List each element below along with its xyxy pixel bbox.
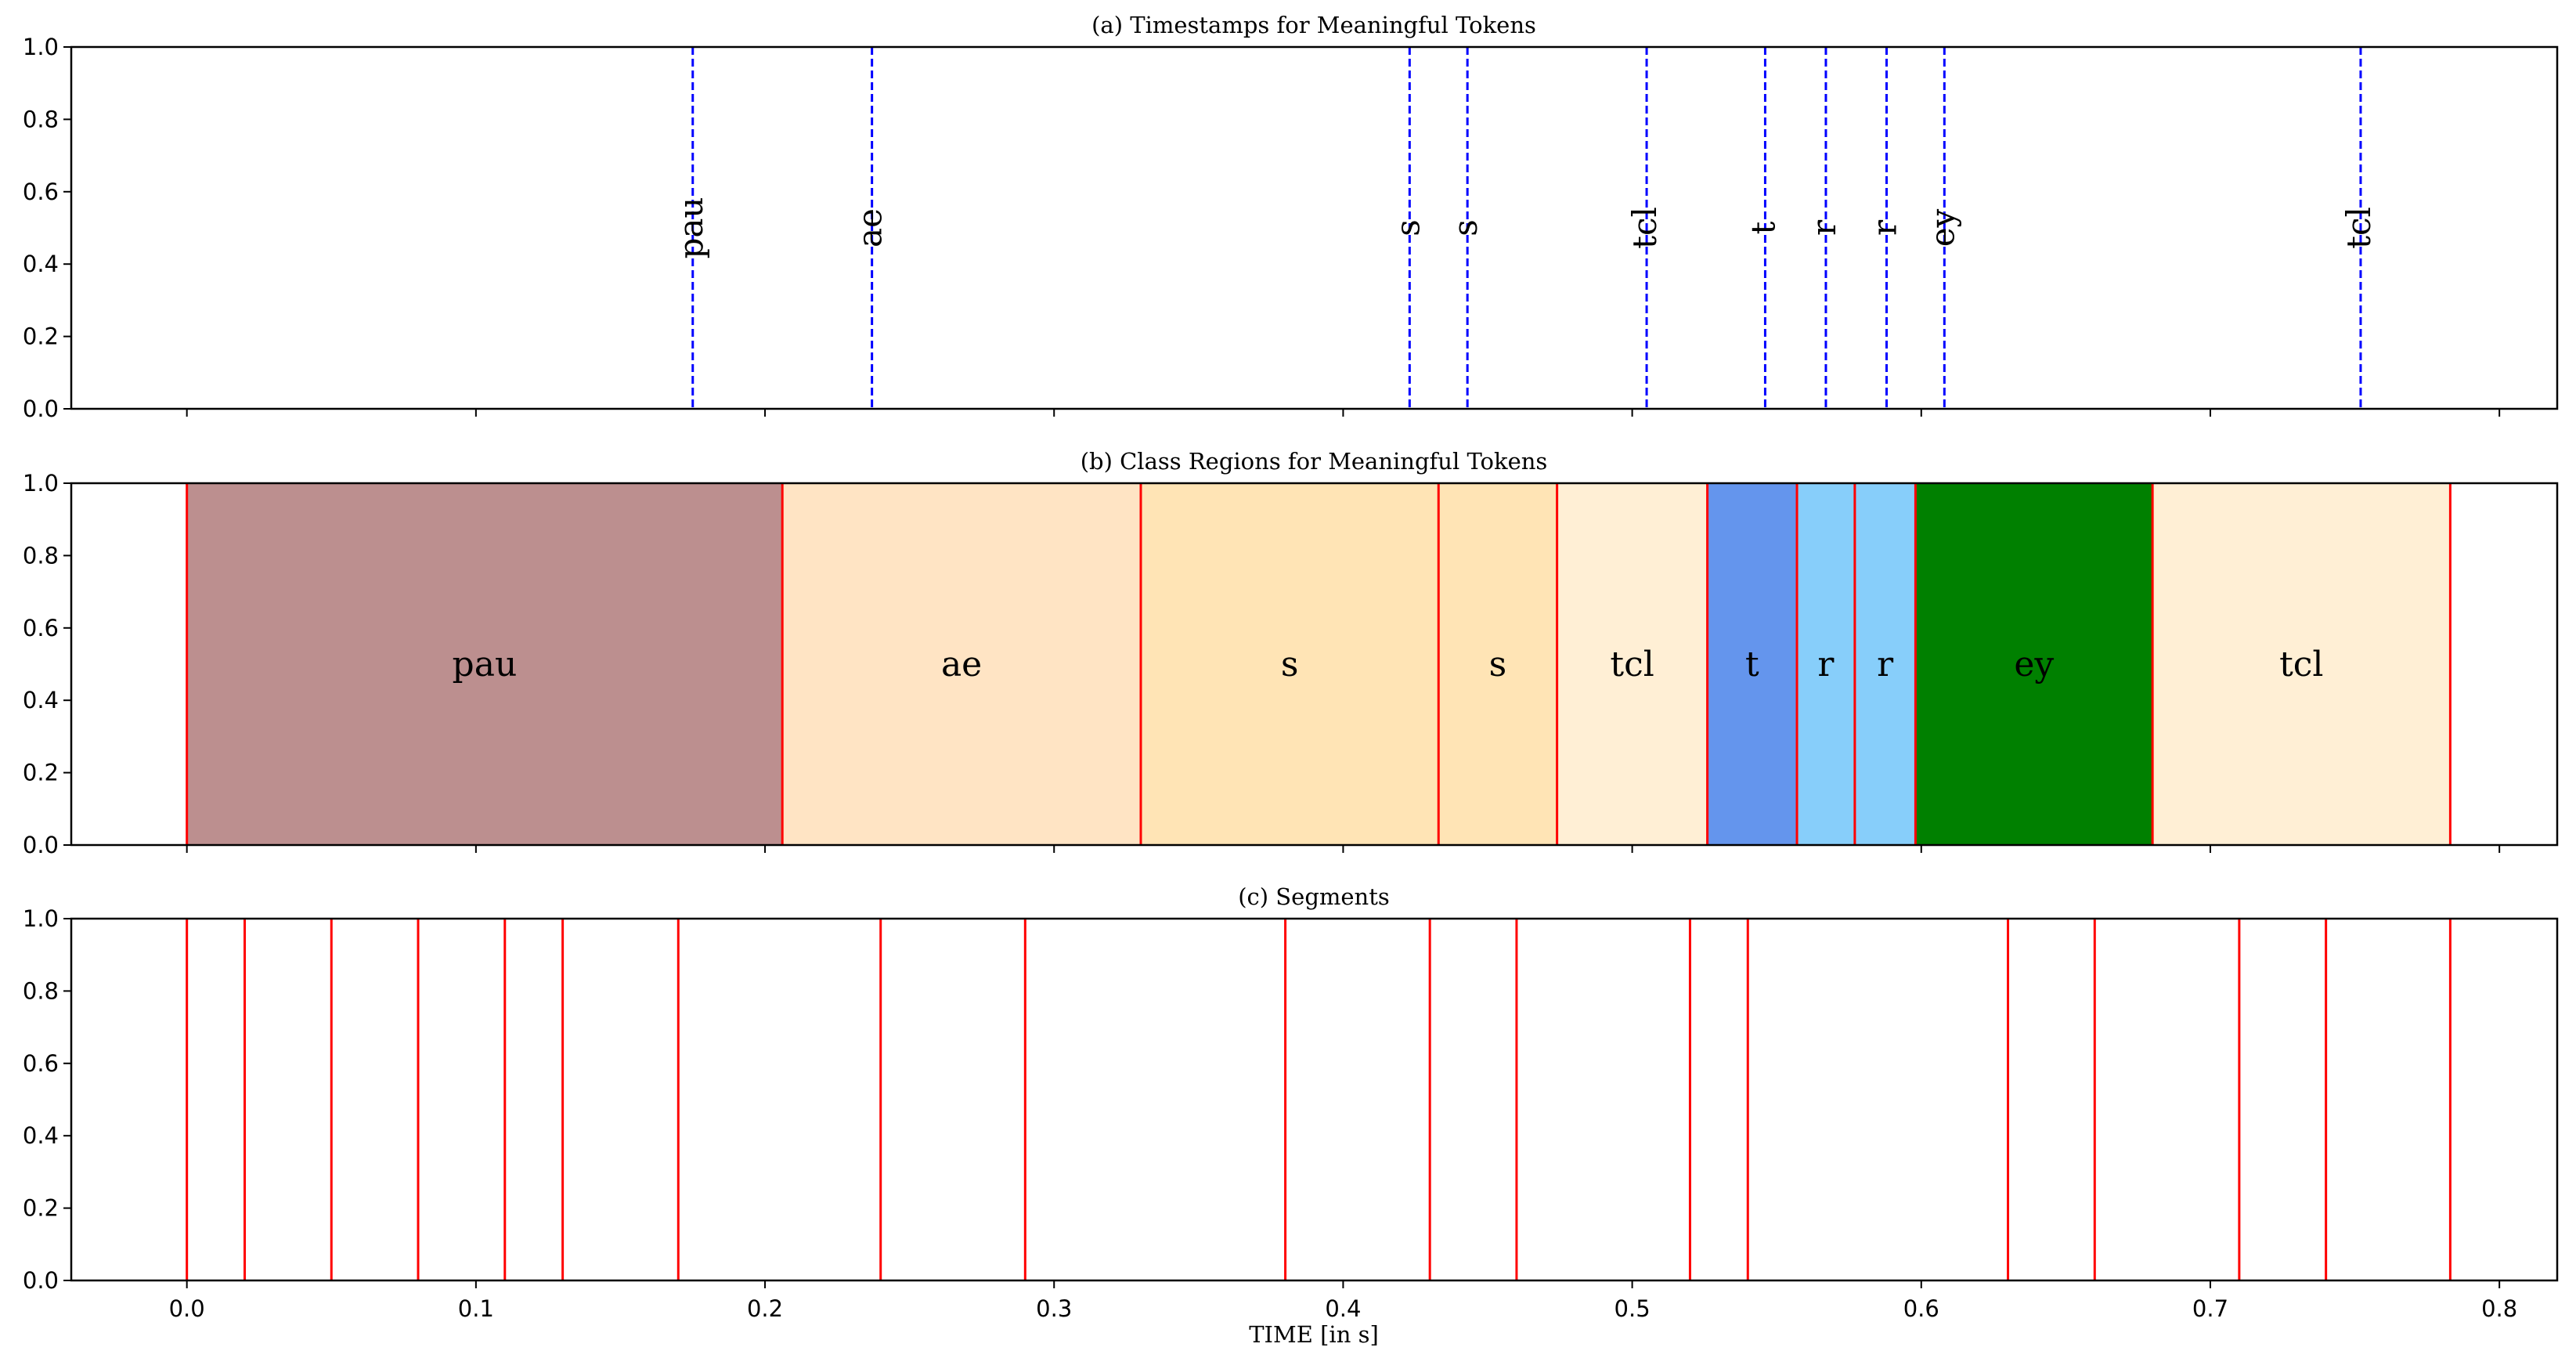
timestamp-label: ey	[1923, 208, 1961, 247]
x-tick-label: 0.7	[2192, 1295, 2228, 1322]
region-label: pau	[453, 645, 518, 684]
x-tick-label: 0.1	[458, 1295, 494, 1322]
region-label: s	[1281, 645, 1299, 684]
timestamp-label: tcl	[1625, 207, 1664, 249]
y-tick-label: 0.2	[23, 323, 59, 350]
y-tick-label: 0.4	[23, 687, 59, 713]
panel-timestamps-x-ticks	[186, 409, 2501, 417]
x-tick-label: 0.8	[2481, 1295, 2517, 1322]
region-label: t	[1745, 645, 1759, 684]
panel-timestamps: pau ae s s tcl t r r ey tcl 0.0 0.2 0.4 0.6 0.8 1.0 (a…	[23, 12, 2559, 422]
class-region	[1557, 483, 1708, 845]
timestamp-label: t	[1744, 221, 1782, 234]
x-tick-label: 0.0	[169, 1295, 205, 1322]
panel-regions: pau ae s s tcl t r r ey tcl 0.0 0.2 0.4 0.6 0.8 1.0 (b…	[23, 448, 2559, 858]
class-region	[1915, 483, 2153, 845]
region-label: ae	[941, 645, 982, 684]
y-tick-label: 0.2	[23, 760, 59, 786]
region-label: r	[1877, 645, 1894, 684]
class-region	[2152, 483, 2451, 845]
x-tick-label: 0.3	[1036, 1295, 1072, 1322]
y-tick-label: 0.2	[23, 1195, 59, 1222]
region-label: tcl	[1610, 645, 1654, 684]
x-tick-label: 0.4	[1325, 1295, 1361, 1322]
panel-regions-frame	[70, 482, 2559, 847]
panel-segments-y-axis: 0.0 0.2 0.4 0.6 0.8 1.0	[23, 905, 71, 1294]
y-tick-label: 0.6	[23, 1050, 59, 1077]
class-region	[782, 483, 1141, 845]
timestamp-label: pau	[672, 197, 710, 259]
timestamp-label: tcl	[2340, 207, 2378, 249]
y-tick-label: 0.0	[23, 1267, 59, 1294]
panel-segments: 0.0 0.2 0.4 0.6 0.8 1.0 0.0 0.1 0.2 0.3 0.4 0.5 0.6…	[23, 883, 2559, 1348]
panel-timestamps-y-axis: 0.0 0.2 0.4 0.6 0.8 1.0	[23, 34, 71, 422]
y-tick-label: 0.6	[23, 615, 59, 641]
region-label: ey	[2014, 645, 2054, 684]
y-tick-label: 0.8	[23, 542, 59, 569]
timestamp-label: ae	[851, 208, 889, 247]
panel-timestamps-title: (a) Timestamps for Meaningful Tokens	[1091, 12, 1536, 38]
class-region	[1854, 483, 1916, 845]
segment-lines	[186, 919, 2452, 1280]
y-tick-label: 0.8	[23, 106, 59, 132]
class-region	[186, 483, 783, 845]
y-tick-label: 1.0	[23, 470, 59, 497]
class-region	[1797, 483, 1855, 845]
x-tick-label: 0.6	[1903, 1295, 1939, 1322]
class-region	[1140, 483, 1439, 845]
y-tick-label: 0.8	[23, 977, 59, 1004]
y-tick-label: 0.4	[23, 251, 59, 277]
panel-regions-x-ticks	[186, 845, 2501, 853]
x-tick-label: 0.2	[747, 1295, 783, 1322]
timestamp-label: r	[1805, 219, 1843, 236]
y-tick-label: 1.0	[23, 34, 59, 60]
region-label: s	[1489, 645, 1507, 684]
y-tick-label: 0.4	[23, 1122, 59, 1149]
panel-timestamps-frame	[70, 45, 2559, 410]
class-region	[1707, 483, 1798, 845]
panel-segments-title: (c) Segments	[1238, 883, 1390, 910]
y-tick-label: 0.0	[23, 832, 59, 858]
class-region	[1438, 483, 1557, 845]
y-tick-label: 0.0	[23, 395, 59, 422]
y-tick-label: 1.0	[23, 905, 59, 932]
region-label: tcl	[2279, 645, 2323, 684]
class-regions: pau ae s s tcl t r r ey tcl	[186, 483, 2452, 845]
x-axis-label: TIME [in s]	[1249, 1321, 1379, 1348]
timestamp-label: s	[1388, 219, 1427, 237]
y-tick-label: 0.6	[23, 179, 59, 205]
x-tick-label: 0.5	[1615, 1295, 1651, 1322]
panel-segments-x-axis: 0.0 0.1 0.2 0.3 0.4 0.5 0.6 0.7 0.8	[169, 1280, 2517, 1322]
timestamp-label: r	[1865, 219, 1903, 236]
timestamp-lines: pau ae s s tcl t r r ey tcl	[672, 47, 2378, 409]
panel-regions-y-axis: 0.0 0.2 0.4 0.6 0.8 1.0	[23, 470, 71, 858]
panel-segments-frame	[70, 917, 2559, 1282]
region-label: r	[1817, 645, 1835, 684]
panel-regions-title: (b) Class Regions for Meaningful Tokens	[1081, 448, 1548, 475]
timestamp-label: s	[1446, 219, 1485, 237]
